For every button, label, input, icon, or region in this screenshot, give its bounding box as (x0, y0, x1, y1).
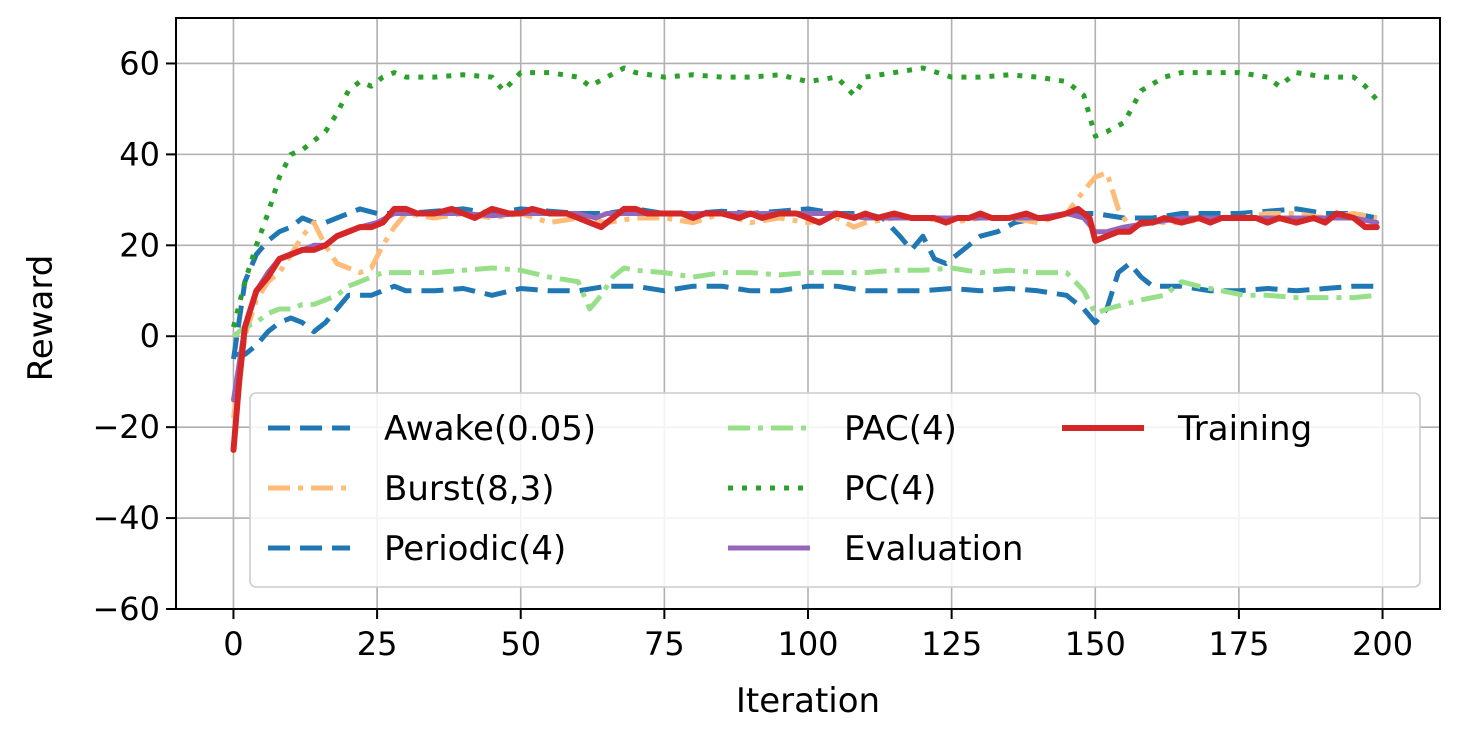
x-tick-label: 100 (777, 625, 838, 663)
legend-label: Evaluation (844, 529, 1023, 569)
axis-ticks: 0 25 50 75 100 125 150 175 200 −60 −40 −20 0 20 40 60 (92, 44, 1413, 663)
series-line-evaluation (231, 211, 1380, 403)
series-lines (230, 65, 1380, 453)
y-tick-label: 0 (140, 317, 160, 355)
x-tick-label: 200 (1352, 625, 1413, 663)
y-tick-label: −60 (92, 590, 160, 628)
series-line-pac-4 (231, 265, 1378, 339)
x-tick-label: 25 (357, 625, 398, 663)
legend: Awake(0.05) Burst(8,3) Periodic(4) PAC(4) PC… (249, 392, 1421, 588)
y-tick-label: 40 (119, 135, 160, 173)
legend-box (249, 392, 1421, 588)
y-tick-label: 60 (119, 44, 160, 82)
x-tick-label: 125 (921, 625, 982, 663)
series-line-training (230, 205, 1380, 453)
y-axis-label: Reward (21, 255, 61, 382)
y-tick-label: −40 (92, 499, 160, 537)
x-tick-label: 175 (1208, 625, 1269, 663)
x-tick-label: 75 (644, 625, 685, 663)
legend-label: Periodic(4) (384, 529, 566, 569)
y-tick-label: −20 (92, 408, 160, 446)
legend-label: Burst(8,3) (384, 469, 555, 509)
legend-label: PC(4) (844, 469, 936, 509)
legend-label: Training (1177, 409, 1312, 449)
legend-label: PAC(4) (844, 409, 957, 449)
series-line-pc-4 (231, 65, 1379, 328)
x-tick-label: 50 (500, 625, 541, 663)
series-line-awake-0-05 (231, 206, 1378, 360)
x-axis-label: Iteration (736, 681, 880, 721)
legend-label: Awake(0.05) (384, 409, 596, 449)
y-tick-label: 20 (119, 226, 160, 264)
x-tick-label: 150 (1065, 625, 1126, 663)
series-line-periodic-4 (233, 261, 1377, 357)
x-tick-label: 0 (223, 625, 243, 663)
